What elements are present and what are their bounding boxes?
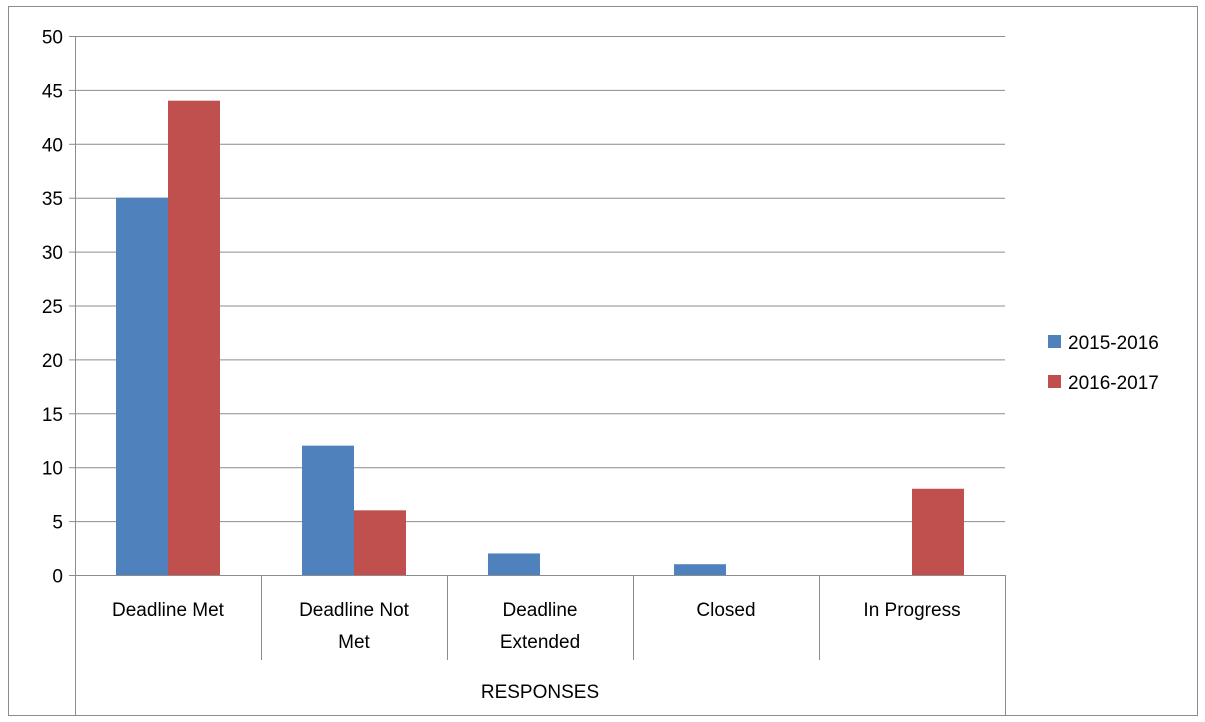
y-tick-label: 30 bbox=[42, 243, 63, 264]
legend-swatch bbox=[1048, 375, 1061, 388]
y-tick-label: 10 bbox=[42, 459, 63, 480]
y-tick-label: 25 bbox=[42, 297, 63, 318]
bar bbox=[116, 197, 168, 575]
y-tick-label: 15 bbox=[42, 405, 63, 426]
bar bbox=[168, 100, 220, 576]
legend-swatch bbox=[1048, 335, 1061, 348]
bar bbox=[674, 564, 726, 575]
bar bbox=[912, 488, 964, 575]
x-axis-label: RESPONSES bbox=[481, 682, 599, 703]
category-label: Deadline bbox=[503, 600, 578, 621]
bar bbox=[302, 445, 354, 575]
bar bbox=[488, 553, 540, 575]
category-label: Deadline Not bbox=[299, 600, 410, 621]
legend-label: 2015-2016 bbox=[1068, 333, 1159, 354]
category-label: In Progress bbox=[863, 600, 960, 621]
y-tick-label: 20 bbox=[42, 351, 63, 372]
y-tick-label: 35 bbox=[42, 189, 63, 210]
y-tick-label: 5 bbox=[52, 513, 63, 534]
y-tick-label: 50 bbox=[42, 28, 63, 49]
y-tick-label: 0 bbox=[52, 567, 63, 588]
category-label: Met bbox=[338, 632, 370, 653]
legend-label: 2016-2017 bbox=[1068, 373, 1159, 394]
y-tick-label: 45 bbox=[42, 81, 63, 102]
category-label: Closed bbox=[696, 600, 755, 621]
category-label: Extended bbox=[500, 632, 580, 653]
bar bbox=[354, 510, 406, 575]
category-label: Deadline Met bbox=[112, 600, 225, 621]
y-tick-label: 40 bbox=[42, 135, 63, 156]
